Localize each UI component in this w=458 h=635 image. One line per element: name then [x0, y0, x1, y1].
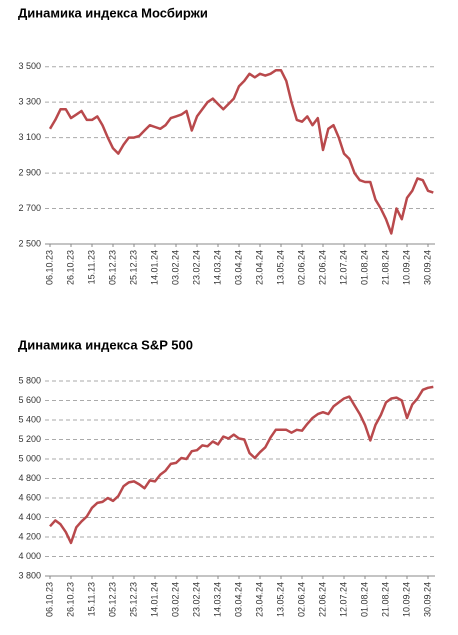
x-tick-label: 03.02.24	[170, 582, 180, 617]
x-tick-label: 23.02.24	[191, 582, 201, 617]
x-tick-label: 10.09.24	[401, 582, 411, 617]
y-tick-label: 2 900	[18, 167, 41, 177]
x-tick-label: 23.04.24	[254, 582, 264, 617]
y-tick-label: 4 400	[18, 512, 41, 522]
x-tick-label: 21.08.24	[380, 250, 390, 285]
x-tick-label: 01.08.24	[359, 582, 369, 617]
y-tick-label: 5 200	[18, 434, 41, 444]
x-tick-label: 21.08.24	[380, 582, 390, 617]
x-tick-label: 22.06.24	[317, 250, 327, 285]
y-tick-label: 2 500	[18, 238, 41, 248]
x-tick-label: 13.05.24	[275, 582, 285, 617]
x-tick-label: 05.12.23	[107, 582, 117, 617]
y-tick-label: 4 800	[18, 473, 41, 483]
x-tick-label: 23.02.24	[191, 250, 201, 285]
x-tick-label: 06.10.23	[44, 250, 54, 285]
x-tick-label: 01.08.24	[359, 250, 369, 285]
y-tick-label: 3 800	[18, 570, 41, 580]
y-tick-label: 3 500	[18, 61, 41, 71]
y-tick-label: 4 600	[18, 492, 41, 502]
x-tick-label: 02.06.24	[296, 582, 306, 617]
x-tick-label: 14.01.24	[149, 582, 159, 617]
x-tick-label: 14.03.24	[212, 250, 222, 285]
x-tick-label: 12.07.24	[338, 250, 348, 285]
x-tick-label: 22.06.24	[317, 582, 327, 617]
x-tick-label: 25.12.23	[128, 582, 138, 617]
x-tick-label: 14.03.24	[212, 582, 222, 617]
x-tick-label: 13.05.24	[275, 250, 285, 285]
x-tick-label: 23.04.24	[254, 250, 264, 285]
x-tick-label: 12.07.24	[338, 582, 348, 617]
x-tick-label: 26.10.23	[65, 250, 75, 285]
x-tick-label: 30.09.24	[422, 250, 432, 285]
x-tick-label: 03.04.24	[233, 250, 243, 285]
y-tick-label: 3 300	[18, 97, 41, 107]
index-line	[48, 69, 434, 235]
x-tick-label: 14.01.24	[149, 250, 159, 285]
x-tick-label: 06.10.23	[44, 582, 54, 617]
y-tick-label: 5 800	[18, 375, 41, 385]
x-tick-label: 03.02.24	[170, 250, 180, 285]
y-tick-label: 5 400	[18, 414, 41, 424]
x-tick-label: 02.06.24	[296, 250, 306, 285]
y-tick-label: 3 100	[18, 132, 41, 142]
y-tick-label: 4 200	[18, 531, 41, 541]
index-line	[49, 385, 434, 545]
x-tick-label: 26.10.23	[65, 582, 75, 617]
y-tick-label: 5 000	[18, 453, 41, 463]
y-tick-label: 2 700	[18, 203, 41, 213]
x-tick-label: 30.09.24	[422, 582, 432, 617]
x-tick-label: 05.12.23	[107, 250, 117, 285]
chart-title: Динамика индекса S&P 500	[18, 337, 193, 352]
x-tick-label: 15.11.23	[86, 582, 96, 616]
x-tick-label: 15.11.23	[86, 250, 96, 284]
y-tick-label: 5 600	[18, 395, 41, 405]
y-tick-label: 4 000	[18, 551, 41, 561]
x-tick-label: 25.12.23	[128, 250, 138, 285]
chart-title: Динамика индекса Мосбиржи	[18, 5, 208, 20]
x-tick-label: 10.09.24	[401, 250, 411, 285]
x-tick-label: 03.04.24	[233, 582, 243, 617]
